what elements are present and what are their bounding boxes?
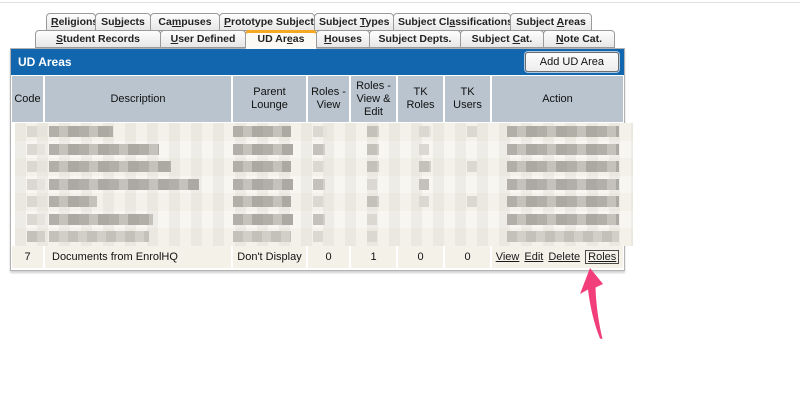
redacted-row xyxy=(15,228,633,246)
tab-subject-classifications[interactable]: Subject Classifications xyxy=(393,13,513,31)
add-ud-area-button[interactable]: Add UD Area xyxy=(524,52,619,72)
tab-label: Subject xyxy=(516,16,557,28)
access-key: e xyxy=(286,33,293,45)
access-key: b xyxy=(114,16,121,28)
tab-label: tudent Records xyxy=(63,33,141,45)
access-key: P xyxy=(224,16,232,28)
header-roles-view-edit: Roles - View & Edit xyxy=(351,76,396,122)
header-roles-view: Roles - View xyxy=(308,76,349,122)
ud-areas-panel: UD Areas Add UD Area Code Description Pa… xyxy=(10,48,633,271)
redacted-row xyxy=(15,158,633,176)
tab-student-records[interactable]: Student Records xyxy=(35,30,161,48)
cell-code: 7 xyxy=(12,246,43,268)
redaction-overlay xyxy=(15,123,633,246)
tab-row-1: Religions Subjects Campuses Prototype Su… xyxy=(46,13,592,31)
tab-label: as xyxy=(292,33,305,45)
delete-link[interactable]: Delete xyxy=(548,251,581,263)
table-body-redacted xyxy=(11,123,633,246)
cell-parent-lounge: Don't Display xyxy=(233,246,306,268)
panel-title: UD Areas xyxy=(18,55,72,69)
panel-titlebar: UD Areas Add UD Area xyxy=(11,49,624,75)
cell-roles-view: 0 xyxy=(308,246,349,268)
access-key: T xyxy=(359,16,366,28)
access-key: N xyxy=(555,33,564,45)
tab-row-2: Student Records User Defined UD Areas Ho… xyxy=(35,30,615,49)
cell-action: View Edit Delete Roles xyxy=(492,246,623,268)
roles-link[interactable]: Roles xyxy=(585,250,620,264)
cell-description: Documents from EnrolHQ xyxy=(45,246,231,268)
access-key: a xyxy=(449,16,456,28)
header-code: Code xyxy=(12,76,43,122)
tab-label: ypes xyxy=(365,16,390,28)
tab-label: Subject Depts. xyxy=(378,33,452,45)
tab-houses[interactable]: Houses xyxy=(316,30,370,48)
tab-label: eligions xyxy=(58,16,99,28)
tab-subject-types[interactable]: Subject Types xyxy=(314,13,394,31)
view-link[interactable]: View xyxy=(495,251,520,263)
tab-label: rototype Subjects xyxy=(231,16,320,28)
cell-tk-users: 0 xyxy=(445,246,490,268)
header-description: Description xyxy=(45,76,231,122)
redacted-row xyxy=(15,140,633,159)
tab-prototype-subjects[interactable]: Prototype Subjects xyxy=(219,13,320,31)
tab-label: ssifications xyxy=(455,16,513,28)
tab-religions[interactable]: Religions xyxy=(46,13,99,31)
tab-label: UD Ar xyxy=(257,33,287,45)
access-key: H xyxy=(324,33,332,45)
header-tk-roles: TK Roles xyxy=(398,76,443,122)
tab-note-cat[interactable]: Note Cat. xyxy=(543,30,615,48)
top-divider xyxy=(0,2,800,3)
redacted-row xyxy=(15,123,633,141)
tab-label: ser Defined xyxy=(178,33,236,45)
tab-label: puses xyxy=(181,16,212,28)
access-key: R xyxy=(51,16,59,28)
access-key: A xyxy=(556,16,565,28)
header-action: Action xyxy=(492,76,623,122)
tab-label: jects xyxy=(120,16,145,28)
access-key: C xyxy=(512,33,521,45)
tab-label: reas xyxy=(564,16,586,28)
tab-label: Subject xyxy=(471,33,513,45)
tab-label: Subject xyxy=(319,16,360,28)
tab-label: ote Cat. xyxy=(563,33,603,45)
cell-tk-roles: 0 xyxy=(398,246,443,268)
tab-ud-areas[interactable]: UD Areas xyxy=(245,30,317,49)
access-key: S xyxy=(55,33,63,45)
tab-campuses[interactable]: Campuses xyxy=(150,13,220,31)
tab-label: Subject Cl xyxy=(398,16,450,28)
annotation-arrow-icon xyxy=(580,268,603,339)
header-tk-users: TK Users xyxy=(445,76,490,122)
tab-subject-depts[interactable]: Subject Depts. xyxy=(369,30,461,48)
access-key: m xyxy=(171,16,182,28)
cell-roles-view-edit: 1 xyxy=(351,246,396,268)
table-header-row: Code Description Parent Lounge Roles - V… xyxy=(11,76,624,122)
tab-label: Su xyxy=(101,16,115,28)
tab-subject-areas[interactable]: Subject Areas xyxy=(510,13,592,31)
table-row: 7 Documents from EnrolHQ Don't Display 0… xyxy=(11,246,624,268)
edit-link[interactable]: Edit xyxy=(524,251,544,263)
tab-user-defined[interactable]: User Defined xyxy=(160,30,246,48)
header-parent-lounge: Parent Lounge xyxy=(233,76,306,122)
tab-subjects[interactable]: Subjects xyxy=(95,13,151,31)
redacted-row xyxy=(15,210,633,229)
tab-subject-cat[interactable]: Subject Cat. xyxy=(460,30,544,48)
redacted-row xyxy=(15,175,633,194)
tab-label: ouses xyxy=(331,33,362,45)
tab-label: at. xyxy=(520,33,533,45)
redacted-row xyxy=(15,193,633,211)
access-key: U xyxy=(170,33,179,45)
tab-label: Ca xyxy=(158,16,172,28)
